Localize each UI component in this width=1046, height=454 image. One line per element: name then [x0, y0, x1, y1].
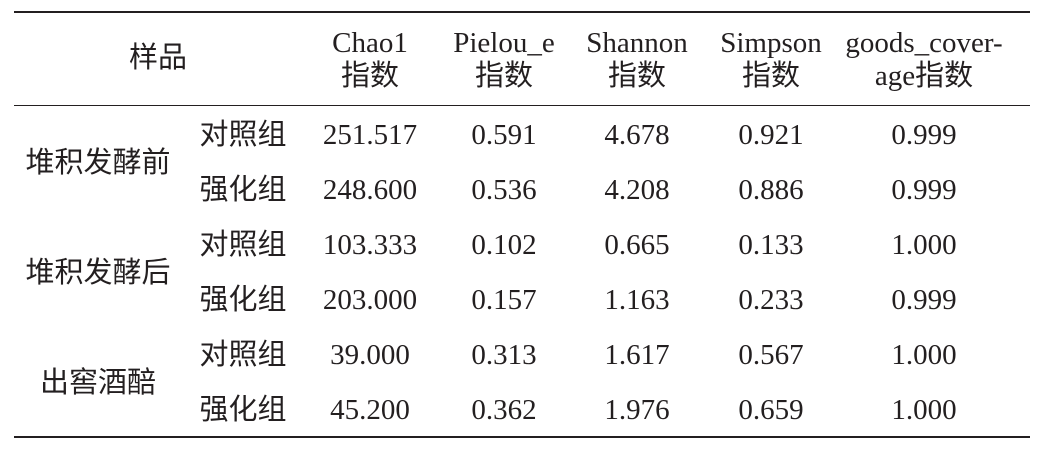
value-cell: 0.591: [471, 119, 537, 151]
value-cell: 1.163: [604, 284, 670, 316]
value-cell: 0.313: [471, 339, 537, 371]
header-rule: [14, 105, 1030, 106]
header-cell: 指数: [340, 60, 400, 92]
top-rule: [14, 11, 1030, 13]
group-label: 出窖酒醅: [39, 366, 157, 399]
header-cell: Pielou_e: [453, 27, 555, 59]
group-label: 堆积发酵前: [25, 146, 171, 179]
value-cell: 45.200: [330, 394, 410, 426]
group-label: 堆积发酵后: [25, 256, 171, 289]
header-cell: Chao1: [332, 27, 408, 59]
header-sample: 样品: [128, 42, 188, 74]
header-cell: goods_cover-: [845, 27, 1003, 59]
value-cell: 1.976: [604, 394, 670, 426]
value-cell: 0.157: [471, 284, 537, 316]
row-label: 强化组: [199, 394, 287, 426]
value-cell: 0.233: [738, 284, 804, 316]
header-cell: 指数: [474, 60, 534, 92]
row-label: 对照组: [199, 339, 287, 371]
header-cell: Shannon: [586, 27, 688, 59]
value-cell: 0.921: [738, 119, 804, 151]
value-cell: 0.102: [471, 229, 537, 261]
value-cell: 1.000: [891, 394, 957, 426]
value-cell: 1.000: [891, 229, 957, 261]
value-cell: 39.000: [330, 339, 410, 371]
row-label: 强化组: [199, 284, 287, 316]
header-cell: Simpson: [720, 27, 822, 59]
value-cell: 248.600: [322, 174, 418, 206]
value-cell: 4.678: [604, 119, 670, 151]
value-cell: 0.665: [604, 229, 670, 261]
value-cell: 0.999: [891, 174, 957, 206]
value-cell: 103.333: [322, 229, 418, 261]
value-cell: 0.362: [471, 394, 537, 426]
value-cell: 251.517: [322, 119, 418, 151]
bottom-rule: [14, 436, 1030, 438]
value-cell: 0.999: [891, 284, 957, 316]
value-cell: 1.000: [891, 339, 957, 371]
header-cell: 指数: [607, 60, 667, 92]
value-cell: 203.000: [322, 284, 418, 316]
value-cell: 0.133: [738, 229, 804, 261]
value-cell: 1.617: [604, 339, 670, 371]
value-cell: 0.536: [471, 174, 537, 206]
row-label: 强化组: [199, 174, 287, 206]
value-cell: 0.567: [738, 339, 804, 371]
header-cell: age指数: [874, 60, 974, 92]
row-label: 对照组: [199, 229, 287, 261]
value-cell: 0.999: [891, 119, 957, 151]
row-label: 对照组: [199, 119, 287, 151]
value-cell: 0.659: [738, 394, 804, 426]
header-cell: 指数: [741, 60, 801, 92]
value-cell: 4.208: [604, 174, 670, 206]
value-cell: 0.886: [738, 174, 804, 206]
